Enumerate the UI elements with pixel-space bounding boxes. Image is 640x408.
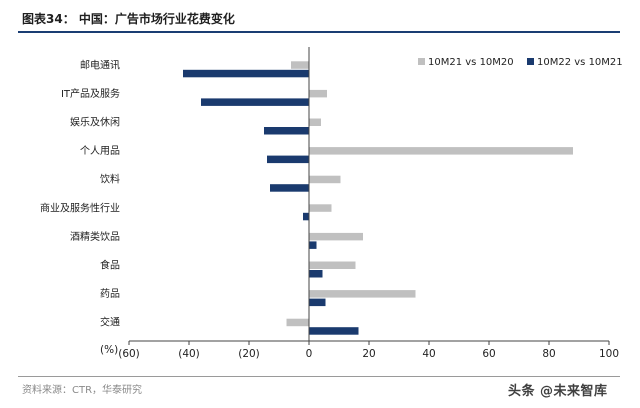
watermark: 头条 @未来智库 (508, 384, 608, 399)
legend-label-1: 10M22 vs 10M21 (537, 57, 623, 68)
bar-series-a-6 (309, 232, 363, 241)
bar-series-b-2 (264, 127, 309, 135)
x-unit-label: (%) (100, 344, 118, 356)
category-label-6: 酒精类饮品 (70, 230, 120, 243)
bar-series-a-7 (309, 261, 356, 269)
category-label-1: IT产品及服务 (61, 87, 120, 100)
bar-series-b-0 (183, 69, 309, 78)
category-label-7: 食品 (100, 259, 120, 272)
bar-series-b-3 (267, 155, 309, 164)
legend-swatch-1 (527, 58, 534, 65)
category-label-4: 饮料 (100, 173, 120, 186)
bar-series-a-1 (309, 89, 327, 98)
x-tick-label-6: 60 (482, 348, 495, 360)
bar-series-b-4 (270, 184, 309, 192)
x-tick-label-3: 0 (306, 348, 313, 360)
bar-series-a-2 (309, 118, 321, 126)
bar-series-a-9 (286, 318, 309, 327)
bar-series-a-8 (309, 290, 416, 298)
x-axis: (60) (40) (20) 0 20 40 60 80 100 (%) (100, 340, 619, 360)
legend: 10M21 vs 10M20 10M22 vs 10M21 (418, 57, 623, 68)
x-tick-label-2: (20) (238, 348, 260, 360)
bar-series-b-1 (201, 98, 309, 106)
bar-series-b-5 (303, 212, 309, 221)
category-label-2: 娱乐及休闲 (70, 116, 120, 129)
x-tick-label-7: 80 (542, 348, 555, 360)
category-label-9: 交通 (100, 316, 120, 329)
legend-swatch-0 (418, 58, 425, 65)
category-label-3: 个人用品 (80, 145, 120, 157)
bar-series-b-7 (309, 270, 323, 278)
bar-series-a-3 (309, 147, 573, 155)
x-tick-label-5: 40 (422, 348, 435, 360)
source-note: 资料来源：CTR，华泰研究 (22, 385, 143, 396)
source-rule (18, 376, 620, 377)
title-rule (18, 31, 620, 33)
x-tick-label-8: 100 (599, 348, 619, 360)
chart-title: 图表34： 中国：广告市场行业花费变化 (22, 12, 235, 26)
category-labels: 邮电通讯 IT产品及服务娱乐及休闲个人用品饮料商业及服务性行业酒精类饮品食品药品交… (40, 58, 120, 328)
category-label-8: 药品 (100, 288, 120, 300)
bar-series-b-9 (309, 327, 359, 335)
x-tick-label-4: 20 (362, 348, 375, 360)
bars (183, 61, 573, 335)
category-label-0: 邮电通讯 (80, 58, 120, 71)
bar-series-a-5 (309, 204, 332, 212)
bar-series-a-4 (309, 175, 341, 184)
category-label-5: 商业及服务性行业 (40, 201, 120, 214)
x-tick-label-0: (60) (118, 348, 140, 360)
x-tick-label-1: (40) (178, 348, 200, 360)
bar-series-b-6 (309, 241, 317, 249)
bar-series-b-8 (309, 298, 326, 307)
legend-label-0: 10M21 vs 10M20 (428, 57, 514, 68)
bar-series-a-0 (291, 61, 309, 69)
